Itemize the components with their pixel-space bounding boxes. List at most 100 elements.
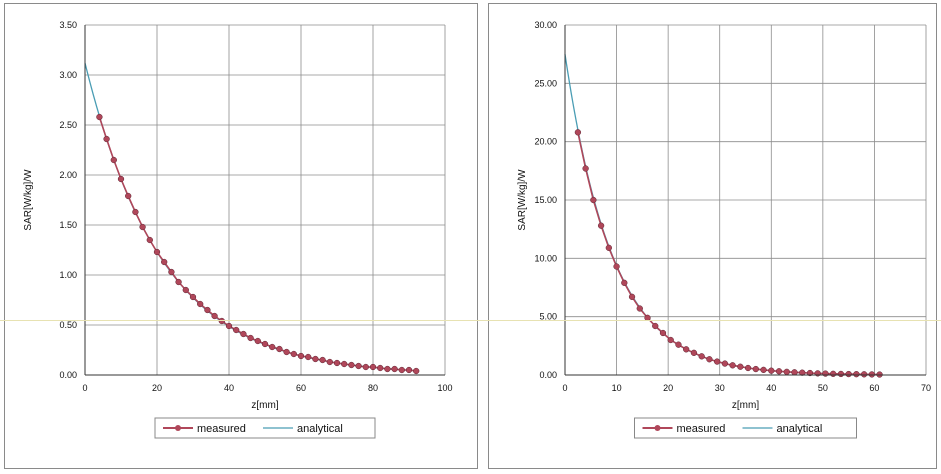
x-tick-label: 20 [663,383,673,393]
measured-point [326,358,333,366]
measured-point [744,364,752,372]
y-tick-label: 1.50 [59,220,77,230]
measured-point [783,368,790,376]
x-tick-label: 10 [612,383,622,393]
measured-point [175,278,182,286]
x-tick-label: 0 [562,383,567,393]
measured-line [98,116,417,372]
measured-point [305,353,312,361]
x-tick-label: 60 [296,383,306,393]
legend-measured-swatch-marker [654,425,661,431]
measured-point [391,365,398,373]
measured-point [868,371,876,378]
y-tick-label: 25.00 [534,78,557,88]
measured-point [667,336,674,344]
measured-point [132,208,139,216]
measured-point [706,356,713,363]
measured-point [628,293,636,300]
analytical-line [84,62,417,372]
measured-point [362,363,369,371]
measured-point [182,286,189,294]
y-tick-label: 30.00 [534,20,557,30]
measured-point [110,156,117,164]
measured-point [613,263,620,270]
legend-measured-swatch-marker [175,425,181,431]
x-tick-label: 0 [82,383,87,393]
measured-point [283,348,290,356]
y-tick-label: 2.00 [59,170,77,180]
x-tick-label: 50 [818,383,828,393]
chart-panel-left: 0.00 0.50 1.00 1.50 2.00 2.50 3.00 3.50 0 20 40 60 8… [4,3,478,469]
y-tick-label: 3.00 [59,70,77,80]
measured-point [605,244,612,251]
measured-point [822,370,829,377]
measured-point [96,113,103,121]
measured-point [590,196,597,204]
measured-point [837,370,845,378]
chart-left-svg: 0.00 0.50 1.00 1.50 2.00 2.50 3.00 3.50 0 20 40 60 8… [23,20,453,439]
x-tick-label: 70 [921,383,931,393]
legend: measured analytical [634,417,857,439]
measured-point [211,312,218,320]
measured-point [721,360,729,367]
measured-point [355,362,362,370]
measured-point [125,192,132,200]
measured-point [799,369,806,376]
y-tick-label: 0.00 [59,370,77,380]
y-tick-label: 0.00 [539,370,557,380]
measured-point [117,175,125,183]
measured-point [775,368,783,375]
measured-point [369,363,377,371]
measured-point [791,369,798,376]
measured-point [737,363,744,370]
measured-point [233,326,240,334]
y-tick-label: 2.50 [59,120,77,130]
measured-point [247,334,254,342]
measured-point [103,135,110,143]
measured-point [197,300,204,308]
x-tick-label: 30 [715,383,725,393]
measured-point [405,366,413,374]
chart-panel-right: 0.00 5.00 10.00 15.00 20.00 25.00 30.00 0 10 20 30… [488,3,937,469]
measured-point [254,337,261,345]
measured-point [168,268,175,276]
measured-point [377,364,384,372]
measured-point [204,306,211,314]
x-tick-label: 100 [437,383,452,393]
y-tick-label: 0.50 [59,320,77,330]
measured-point [139,223,146,231]
measured-point [574,129,582,136]
measured-point [683,346,690,353]
y-axis-label: SAR[W/kg]/W [23,169,34,231]
legend-analytical-label: analytical [777,423,823,435]
measured-point [276,345,283,353]
analytical-line [564,54,880,376]
measured-point [675,341,682,348]
measured-point [189,293,197,301]
measured-point [290,350,297,358]
legend-measured-label: measured [677,423,726,435]
legend: measured analytical [154,417,376,439]
measured-point [225,322,233,330]
y-tick-label: 1.00 [59,270,77,280]
x-axis-label: z[mm] [251,400,278,411]
measured-point [384,365,391,373]
y-axis-label: SAR[W/kg]/W [517,169,528,231]
measured-point [860,371,868,378]
y-tick-label: 3.50 [59,20,77,30]
measured-point [218,317,225,325]
chart-right-svg: 0.00 5.00 10.00 15.00 20.00 25.00 30.00 0 10 20 30… [517,20,931,439]
measured-point [636,305,643,312]
measured-point [269,343,276,351]
measured-point [240,330,247,338]
y-tick-label: 15.00 [534,195,557,205]
measured-point [853,371,860,378]
y-tick-label: 20.00 [534,137,557,147]
measured-point [690,349,698,356]
legend-measured-label: measured [197,423,246,435]
measured-point [333,359,341,367]
measured-point [830,370,837,377]
x-axis-label: z[mm] [732,400,759,411]
measured-point [398,366,405,374]
x-tick-label: 20 [152,383,162,393]
